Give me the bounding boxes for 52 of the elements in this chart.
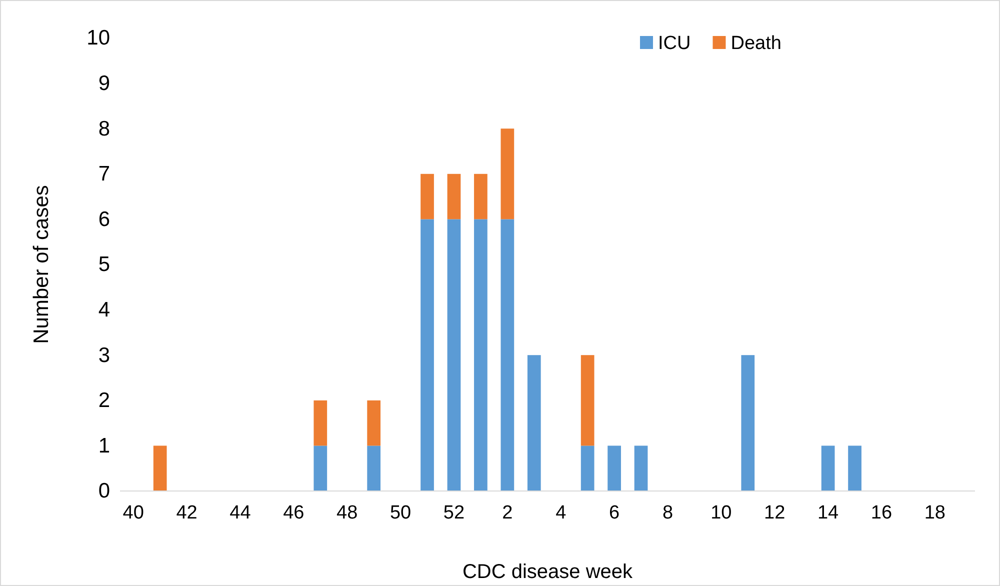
bar (848, 446, 862, 491)
y-tick-label: 2 (98, 389, 110, 412)
x-tick-label: 48 (336, 502, 358, 524)
x-tick-label: 6 (609, 502, 620, 524)
bar (420, 219, 434, 491)
x-tick-label: 10 (710, 502, 732, 524)
x-tick-label: 12 (764, 502, 786, 524)
y-tick-label: 7 (98, 162, 110, 186)
x-tick-label: 14 (817, 502, 840, 524)
x-tick-label: 16 (870, 502, 892, 524)
y-tick-label: 3 (98, 344, 110, 367)
y-tick-label: 5 (98, 253, 110, 276)
bar (634, 446, 648, 491)
bar (153, 446, 167, 491)
x-tick-label: 44 (230, 502, 252, 524)
y-tick-label: 10 (86, 26, 110, 50)
y-tick-label: 4 (98, 298, 110, 322)
y-tick-label: 0 (98, 480, 110, 503)
bar (580, 355, 594, 446)
bar (314, 400, 328, 446)
bar (474, 219, 488, 491)
x-tick-label: 18 (924, 502, 946, 524)
x-tick-label: 52 (443, 502, 465, 524)
y-axis-title: Number of cases (30, 185, 53, 344)
bar (447, 219, 461, 491)
legend-label: Death (730, 33, 782, 54)
bar (447, 174, 461, 220)
bar (420, 174, 434, 220)
bar (580, 446, 594, 491)
y-tick-label: 1 (98, 434, 110, 458)
x-tick-label: 46 (283, 502, 304, 524)
legend-label: ICU (658, 33, 691, 54)
x-tick-label: 40 (122, 502, 144, 524)
x-tick-label: 8 (662, 502, 674, 524)
bar (527, 355, 541, 491)
bar (314, 446, 328, 491)
bar (608, 446, 621, 491)
bar (741, 355, 755, 491)
x-axis-title: CDC disease week (462, 561, 634, 583)
bar (821, 446, 835, 491)
x-tick-label: 4 (556, 502, 567, 524)
y-tick-label: 6 (98, 208, 110, 231)
y-tick-label: 8 (98, 117, 110, 140)
bar (474, 174, 488, 220)
bar (500, 128, 514, 220)
x-tick-label: 50 (390, 502, 412, 524)
bar (367, 446, 381, 491)
x-tick-label: 2 (502, 502, 513, 524)
bar (367, 400, 381, 446)
x-tick-label: 42 (176, 502, 198, 524)
bar (500, 219, 514, 491)
y-tick-label: 9 (98, 72, 110, 96)
